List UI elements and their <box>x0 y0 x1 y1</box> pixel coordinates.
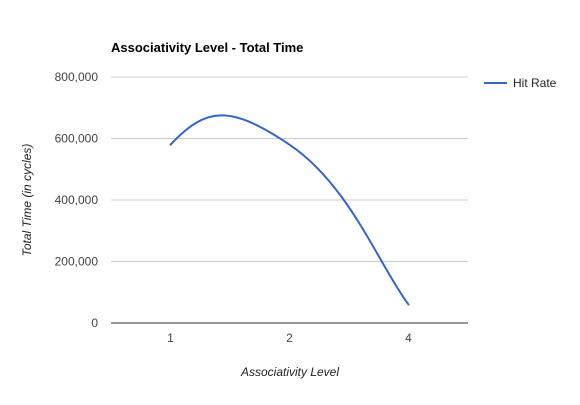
x-axis-ticks: 1 2 4 <box>167 331 412 345</box>
y-tick-label: 0 <box>91 316 98 330</box>
y-tick-label: 400,000 <box>55 193 99 207</box>
y-axis-label: Total Time (in cycles) <box>20 144 34 257</box>
series-line-hit-rate <box>169 114 410 306</box>
y-axis-ticks: 0 200,000 400,000 600,000 800,000 <box>55 70 99 330</box>
x-tick-label: 4 <box>405 331 412 345</box>
series <box>169 114 410 306</box>
y-tick-label: 200,000 <box>55 255 99 269</box>
legend-label: Hit Rate <box>513 76 557 90</box>
x-axis-label: Associativity Level <box>240 365 339 379</box>
y-tick-label: 800,000 <box>55 70 99 84</box>
legend: Hit Rate <box>484 76 557 90</box>
gridlines <box>111 76 468 324</box>
y-tick-label: 600,000 <box>55 132 99 146</box>
x-tick-label: 2 <box>286 331 293 345</box>
x-tick-label: 1 <box>167 331 174 345</box>
chart-title: Associativity Level - Total Time <box>111 40 303 55</box>
